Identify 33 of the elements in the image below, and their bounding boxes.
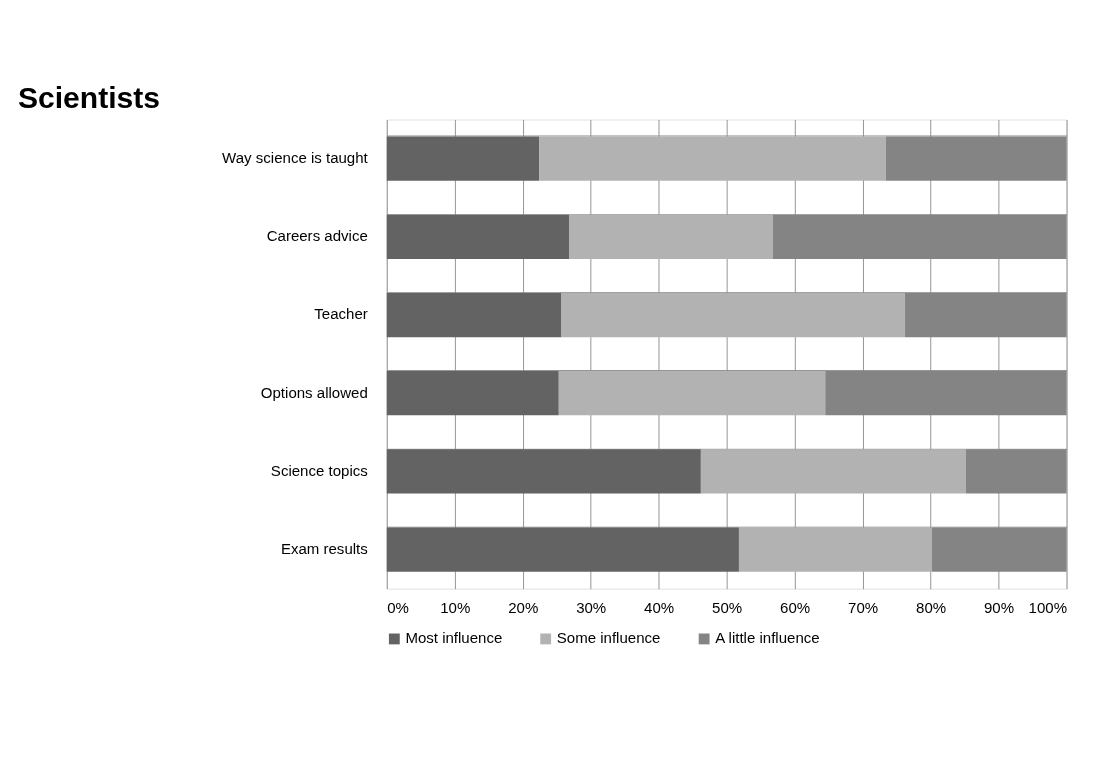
- x-tick-label: 0%: [387, 599, 409, 617]
- x-tick-label: 40%: [644, 599, 675, 617]
- bar: [558, 371, 826, 416]
- x-tick-label: 90%: [984, 599, 1015, 617]
- y-tick-label: Teacher: [314, 305, 368, 323]
- bar: [539, 136, 886, 181]
- bar: [386, 371, 559, 416]
- x-tick-label: 80%: [916, 599, 947, 617]
- bar: [568, 214, 773, 259]
- bar: [386, 292, 562, 338]
- y-tick-label: Careers advice: [266, 227, 368, 245]
- bar: [386, 449, 701, 494]
- x-tick-label: 30%: [576, 599, 607, 617]
- bar: [700, 449, 966, 494]
- bar: [386, 527, 739, 572]
- y-tick-label: Way science is taught: [222, 149, 369, 167]
- legend-label: A little influence: [715, 629, 820, 647]
- x-tick-label: 50%: [712, 599, 743, 617]
- bar: [561, 292, 905, 338]
- text: Scientists: [17, 81, 161, 115]
- legend-label: Some influence: [556, 629, 661, 647]
- bar: [738, 527, 932, 572]
- y-tick-label: Exam results: [280, 540, 368, 558]
- x-tick-label: 60%: [780, 599, 811, 617]
- y-tick-label: Options allowed: [260, 383, 368, 401]
- x-tick-label: 10%: [440, 599, 471, 617]
- y-tick-label: Science topics: [270, 461, 368, 479]
- legend-label: Most influence: [405, 629, 503, 647]
- x-tick-label: 20%: [508, 599, 539, 617]
- bar: [386, 214, 569, 259]
- bar: [386, 136, 540, 181]
- x-tick-label: 100%: [1028, 599, 1068, 617]
- x-tick-label: 70%: [848, 599, 879, 617]
